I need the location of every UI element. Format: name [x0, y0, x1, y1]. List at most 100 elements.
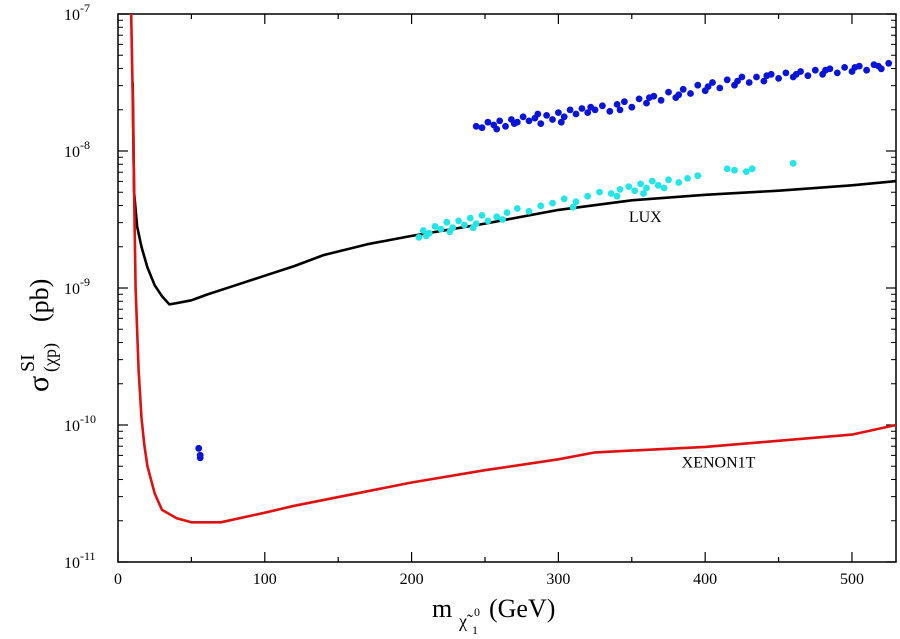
blue-point — [566, 106, 574, 114]
cyan-point — [422, 232, 430, 240]
y-axis-title-unit: (pb) — [25, 279, 54, 322]
cyan-point — [537, 202, 545, 210]
blue-point — [510, 120, 518, 127]
x-axis-title-unit: (GeV) — [489, 594, 555, 623]
plot-frame — [117, 13, 897, 563]
cyan-point — [723, 165, 731, 173]
y-axis-title-sub: (χp) — [40, 343, 61, 372]
blue-point — [616, 106, 624, 114]
blue-point — [621, 98, 628, 106]
blue-point — [606, 107, 614, 115]
cyan-point — [731, 166, 738, 174]
blue-point — [851, 64, 859, 71]
blue-point — [745, 79, 753, 86]
cyan-point — [643, 184, 650, 192]
blue-point — [760, 77, 768, 85]
y-tick-label-base: 10 — [64, 144, 80, 161]
cyan-point — [748, 165, 756, 173]
cyan-point — [466, 214, 474, 222]
cyan-point — [654, 181, 662, 189]
blue-point — [811, 66, 819, 74]
x-tick-label: 200 — [400, 571, 424, 588]
blue-point — [753, 73, 760, 81]
blue-point — [687, 90, 694, 97]
y-tick-label-base: 10 — [64, 7, 80, 24]
y-tick-label-exp: -7 — [80, 1, 90, 15]
cyan-point — [631, 187, 639, 195]
blue-point — [493, 125, 501, 133]
y-tick-label-exp: -8 — [80, 138, 90, 152]
cyan-point — [572, 198, 580, 206]
blue-point — [782, 69, 790, 77]
blue-point — [472, 122, 480, 130]
blue-point — [716, 84, 724, 92]
cyan-point — [437, 225, 445, 233]
cyan-point — [596, 188, 603, 196]
blue-point — [675, 91, 683, 99]
y-tick-label: 10-11 — [64, 549, 96, 572]
cyan-point — [431, 223, 439, 230]
cyan-point — [648, 177, 656, 185]
cyan-point — [613, 192, 621, 200]
blue-point — [519, 113, 527, 121]
blue-point — [613, 101, 621, 108]
blue-point — [587, 103, 595, 111]
blue-point — [484, 118, 492, 126]
blue-point — [557, 118, 565, 126]
blue-point — [555, 109, 562, 116]
blue-point — [643, 99, 650, 107]
cyan-point — [560, 195, 568, 203]
y-tick-label-exp: -11 — [80, 549, 96, 563]
cyan-point — [660, 184, 668, 192]
blue-point — [833, 69, 841, 77]
series-layer — [129, 14, 896, 524]
cyan-point — [665, 176, 672, 184]
lux-line — [131, 82, 896, 306]
xenon1t-label: XENON1T — [682, 454, 756, 471]
blue-point — [578, 105, 586, 112]
blue-point — [628, 103, 636, 111]
y-axis-title-main: σ — [22, 376, 55, 392]
cyan-point — [415, 233, 423, 241]
cyan-point — [684, 175, 691, 182]
cyan-point — [478, 212, 486, 219]
x-axis-title-main: m — [432, 594, 452, 623]
blue-point — [875, 62, 882, 70]
blue-point — [863, 66, 870, 74]
y-tick-label: 10-8 — [64, 138, 90, 161]
blue-point — [584, 109, 592, 116]
lux-label: LUX — [629, 209, 662, 226]
blue-point — [646, 94, 653, 101]
y-tick-label-base: 10 — [64, 281, 80, 298]
blue-point — [196, 451, 204, 459]
y-tick-label: 10-7 — [64, 1, 90, 24]
blue-point — [572, 110, 580, 118]
y-tick-label-exp: -9 — [80, 275, 90, 289]
cyan-point — [525, 207, 533, 215]
blue-point — [195, 444, 203, 452]
cyan-point — [513, 205, 521, 212]
blue-point — [775, 75, 782, 82]
blue-point — [534, 110, 542, 118]
cyan-point — [637, 180, 644, 188]
blue-point — [496, 117, 504, 125]
cyan-point — [443, 218, 451, 226]
x-axis-title: m — [432, 594, 452, 623]
cyan-point — [584, 192, 592, 200]
blue-point — [734, 77, 741, 85]
blue-point — [549, 116, 556, 123]
blue-point — [657, 96, 665, 104]
blue-point — [560, 113, 568, 121]
cyan-point — [549, 199, 556, 207]
blue-point — [679, 85, 687, 93]
cyan-point — [503, 209, 511, 217]
x-tick-label: 500 — [840, 571, 864, 588]
cyan-point — [694, 172, 702, 180]
cyan-point — [469, 224, 477, 232]
blue-point — [723, 76, 731, 84]
blue-point — [885, 59, 893, 67]
x-axis-title-subsub: 1 — [472, 623, 478, 637]
y-axis-title-sup: SI — [17, 354, 39, 372]
x-axis-title-sub: χ̃ — [458, 611, 473, 631]
